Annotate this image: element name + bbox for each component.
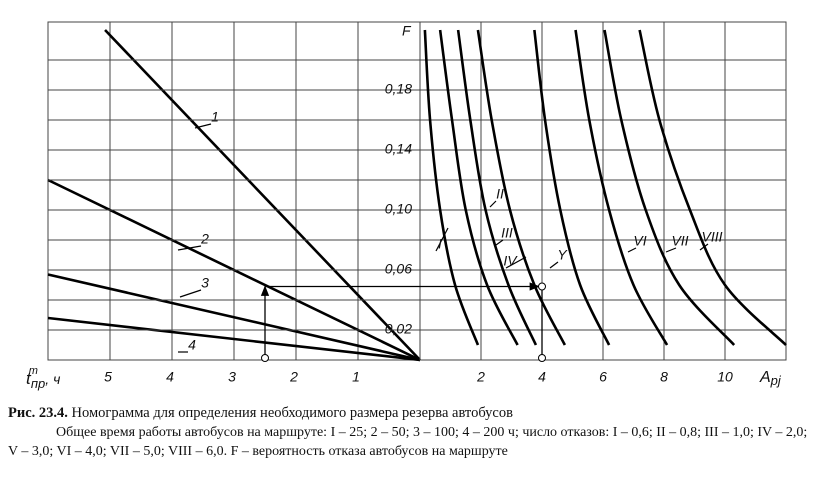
- y-tick-label: 0,02: [385, 321, 412, 337]
- label-leader: [699, 243, 709, 251]
- example-point: [538, 354, 546, 362]
- curve: [456, 29, 538, 346]
- label-leader: [549, 261, 559, 269]
- curve-label: VII: [671, 233, 688, 249]
- x-tick-label: 6: [599, 369, 607, 385]
- curve-label: 2: [200, 231, 209, 247]
- curve: [423, 29, 480, 346]
- caption-label: Рис. 23.4.: [8, 405, 68, 421]
- x-tick-label: 1: [352, 369, 360, 385]
- axis-title-sub: pj: [770, 373, 782, 388]
- label-leader: [505, 256, 527, 269]
- label-leader: [627, 247, 637, 253]
- x-tick-label: 3: [228, 369, 236, 385]
- caption-text: Общее время работы автобусов на маршруте…: [8, 425, 808, 459]
- curve-label: I: [438, 236, 442, 252]
- x-axis-title: tт пр, ч: [26, 365, 60, 392]
- curve-label: VIII: [701, 229, 722, 245]
- curve-label: VI: [633, 233, 646, 249]
- x-tick-label: 5: [104, 369, 112, 385]
- axis-title-base: t: [26, 369, 32, 388]
- y-tick-label: 0,18: [385, 81, 412, 97]
- x-tick-label: 2: [289, 369, 298, 385]
- curve: [476, 29, 567, 346]
- label-leader: [489, 200, 497, 208]
- curve: [638, 29, 787, 346]
- curve: [104, 29, 421, 361]
- axis-title-sup: т: [29, 365, 38, 377]
- x-axis-title: Apj: [759, 369, 782, 388]
- label-leader: [194, 123, 212, 129]
- curve-label: IV: [503, 253, 518, 269]
- curve: [47, 316, 421, 362]
- example-point: [261, 354, 269, 362]
- curve: [603, 29, 736, 346]
- x-tick-label: 8: [660, 369, 668, 385]
- label-leader: [665, 247, 677, 253]
- curve-label: III: [501, 225, 513, 241]
- curve-label: Y: [557, 247, 568, 263]
- axis-title-unit: , ч: [45, 371, 60, 387]
- curve-label: II: [496, 186, 504, 202]
- axis-title-base: A: [759, 369, 771, 386]
- example-point: [538, 282, 546, 291]
- label-leader: [495, 239, 504, 246]
- caption: Рис. 23.4. Номограмма для определения не…: [8, 404, 808, 461]
- curve-label: 3: [201, 275, 209, 291]
- curve: [574, 29, 669, 346]
- x-tick-label: 4: [166, 369, 174, 385]
- curve: [533, 29, 611, 346]
- x-tick-label: 2: [476, 369, 485, 385]
- curve: [438, 29, 519, 346]
- x-tick-label: 4: [538, 369, 546, 385]
- y-axis-title: F: [402, 23, 412, 39]
- caption-title: Номограмма для определения необходимого …: [71, 405, 513, 421]
- curve-label: 1: [211, 109, 219, 125]
- y-tick-label: 0,10: [385, 201, 412, 217]
- curve-label: 4: [188, 337, 196, 353]
- y-tick-label: 0,14: [385, 141, 412, 157]
- axis-title-sub: пр: [31, 376, 45, 391]
- label-leader: [179, 289, 202, 298]
- label-leader: [435, 227, 449, 252]
- x-tick-label: 10: [717, 369, 733, 385]
- y-tick-label: 0,06: [385, 261, 412, 277]
- label-leader: [177, 245, 202, 251]
- curve: [47, 273, 421, 362]
